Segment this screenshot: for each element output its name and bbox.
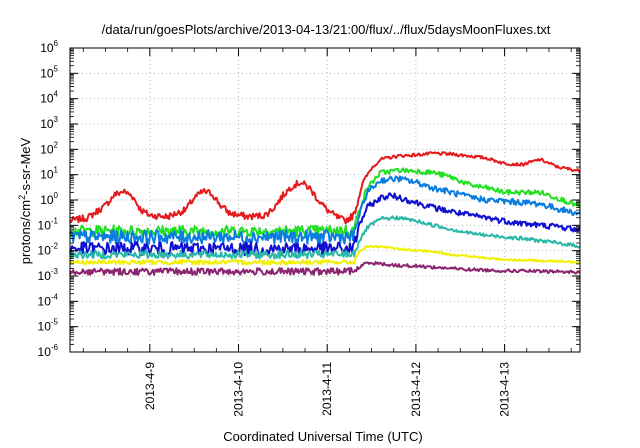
y-tick-label: 102	[40, 140, 58, 156]
y-tick-base: 10	[40, 117, 54, 131]
x-tick-label: 2013-4-10	[232, 362, 246, 417]
series-line-3	[69, 175, 581, 245]
y-tick-label: 10-3	[38, 267, 59, 283]
x-tick-label: 2013-4-9	[143, 362, 157, 410]
series-line-1	[69, 151, 581, 225]
chart-title: /data/run/goesPlots/archive/2013-04-13/2…	[102, 22, 551, 37]
series-line-6	[69, 244, 581, 266]
y-tick-exp: -4	[51, 292, 59, 301]
y-tick-base: 10	[40, 168, 54, 182]
y-axis-label: protons/cm2-s-sr-MeV	[17, 137, 33, 264]
y-tick-exp: -1	[51, 216, 59, 225]
y-tick-exp: 2	[54, 140, 59, 149]
x-tick-label: 2013-4-12	[409, 362, 423, 417]
y-tick-exp: 4	[54, 90, 59, 99]
y-tick-label: 10-6	[38, 343, 59, 359]
y-tick-base: 10	[40, 193, 54, 207]
y-tick-exp: -5	[51, 318, 59, 327]
y-tick-label: 10-5	[38, 318, 59, 334]
x-axis-label: Coordinated Universal Time (UTC)	[223, 429, 422, 444]
y-tick-exp: 1	[54, 166, 59, 175]
y-tick-base: 10	[40, 66, 54, 80]
y-tick-base: 10	[40, 92, 54, 106]
y-tick-exp: 6	[54, 39, 59, 48]
x-tick-labels: 2013-4-9 2013-4-10 2013-4-11 2013-4-12 2013-…	[143, 362, 512, 417]
y-tick-label: 10-4	[38, 292, 59, 308]
y-tick-label: 103	[40, 115, 58, 131]
y-tick-base: 10	[38, 294, 52, 308]
y-tick-exp: 5	[54, 64, 59, 73]
y-tick-base: 10	[40, 142, 54, 156]
series-line-7	[69, 261, 581, 276]
series-line-5	[69, 215, 581, 260]
y-tick-base: 10	[38, 320, 52, 334]
y-tick-exp: -2	[51, 242, 59, 251]
y-tick-base: 10	[38, 269, 52, 283]
axes	[69, 47, 581, 353]
series-layer	[69, 151, 581, 276]
x-tick-label: 2013-4-13	[498, 362, 512, 417]
y-axis-label-post: -s-sr-MeV	[18, 137, 33, 194]
y-tick-base: 10	[38, 244, 52, 258]
y-tick-base: 10	[38, 345, 52, 359]
y-tick-label: 10-2	[38, 242, 59, 258]
series-line-4	[69, 192, 581, 257]
y-tick-label: 100	[40, 191, 58, 207]
y-tick-label: 105	[40, 64, 58, 80]
y-axis-label-pre: protons/cm	[18, 200, 33, 264]
y-tick-base: 10	[40, 41, 54, 55]
y-tick-exp: 0	[54, 191, 59, 200]
y-tick-base: 10	[38, 218, 52, 232]
y-tick-label: 10-1	[38, 216, 59, 232]
y-tick-label: 106	[40, 39, 58, 55]
y-tick-label: 104	[40, 90, 58, 106]
y-tick-label: 101	[40, 166, 58, 182]
y-tick-labels: 10610510410310210110010-110-210-310-410-…	[38, 39, 59, 359]
y-tick-exp: -6	[51, 343, 59, 352]
y-axis-label-sup: 2	[17, 195, 27, 200]
plot-frame	[69, 47, 581, 353]
x-tick-label: 2013-4-11	[320, 362, 334, 416]
y-tick-exp: -3	[51, 267, 59, 276]
y-tick-exp: 3	[54, 115, 59, 124]
